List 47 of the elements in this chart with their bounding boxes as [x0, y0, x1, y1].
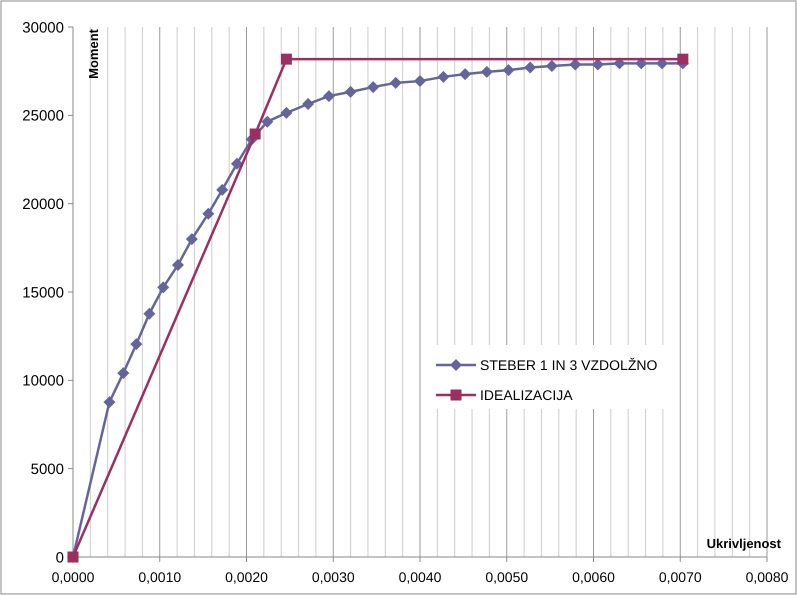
- point: [216, 184, 228, 196]
- point: [250, 128, 261, 140]
- point: [202, 208, 214, 220]
- y-axis-title: Moment: [86, 28, 101, 79]
- point: [524, 61, 536, 74]
- point: [261, 116, 274, 128]
- point: [502, 64, 514, 76]
- point: [390, 76, 402, 89]
- point: [280, 54, 292, 65]
- x-tick-label: 0,0060: [572, 569, 616, 585]
- point: [230, 158, 243, 170]
- point: [414, 75, 426, 88]
- point: [280, 106, 292, 119]
- legend-label: IDEALIZACIJA: [480, 386, 574, 403]
- y-tick-label: 15000: [22, 284, 64, 302]
- y-tick-label: 20000: [22, 196, 64, 213]
- x-tick-label: 0,0040: [398, 569, 442, 585]
- x-axis-title: Ukrivljenost: [706, 536, 782, 551]
- point: [437, 70, 450, 83]
- point: [302, 98, 314, 110]
- x-tick-label: 0,0000: [52, 569, 95, 585]
- x-tick-label: 0,0070: [658, 569, 702, 585]
- x-tick-label: 0,0050: [485, 569, 528, 585]
- point: [459, 68, 472, 80]
- point: [344, 86, 357, 98]
- point: [143, 308, 156, 320]
- point: [367, 81, 380, 94]
- point: [157, 281, 170, 294]
- point: [103, 396, 116, 408]
- x-tick-label: 0,0020: [225, 569, 268, 585]
- x-tick-label: 0,0030: [312, 569, 355, 585]
- point: [322, 90, 335, 102]
- point: [172, 258, 184, 271]
- point: [130, 338, 142, 350]
- point: [186, 233, 198, 246]
- y-tick-label: 0: [56, 549, 64, 566]
- y-tick-label: 30000: [22, 19, 64, 36]
- point: [677, 54, 688, 65]
- legend-label: STEBER 1 IN 3 VZDOLŽNO: [480, 356, 658, 373]
- y-tick-label: 25000: [22, 108, 64, 125]
- point: [117, 367, 130, 380]
- point: [480, 66, 493, 78]
- point: [546, 60, 558, 72]
- x-tick-label: 0,0080: [746, 569, 789, 585]
- y-tick-label: 10000: [22, 372, 64, 390]
- y-tick-label: 5000: [30, 460, 64, 478]
- x-tick-label: 0,0010: [138, 569, 182, 585]
